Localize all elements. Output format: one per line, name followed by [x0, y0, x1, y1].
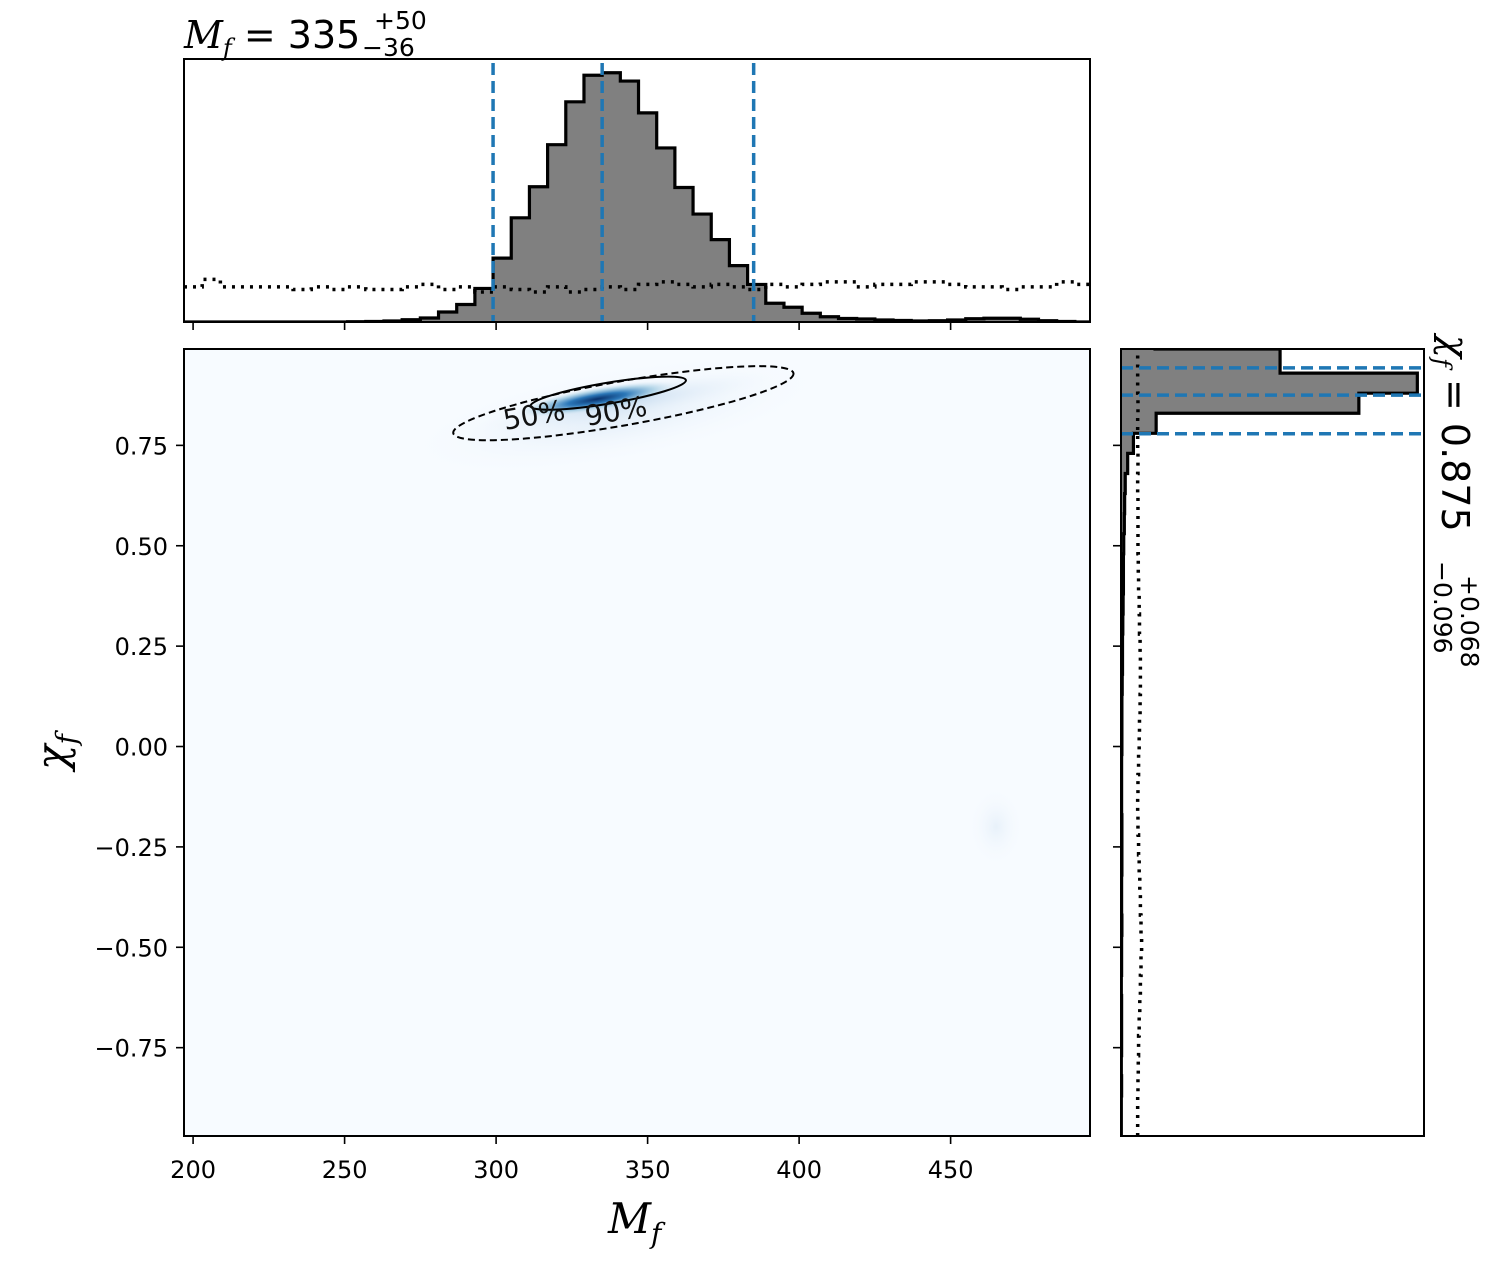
right-hist-bar	[1121, 373, 1418, 394]
top-hist-bar	[638, 112, 658, 322]
top-hist-bar	[983, 318, 1003, 322]
x-summary-minus: −36	[362, 33, 415, 62]
right-quantile-lines	[1121, 366, 1424, 436]
y-tick-label: −0.25	[94, 834, 168, 862]
joint-panel: 50% 90% 200 250 300 350 400 450 0.750.500.250…	[27, 348, 1091, 1250]
right-hist-bar	[1121, 393, 1359, 414]
y-summary-title: χf = 0.875+0.068−0.096	[1428, 332, 1484, 668]
heatmap-core	[515, 381, 679, 418]
top-hist-bar	[583, 75, 603, 322]
y-summary-minus: −0.096	[1428, 561, 1457, 654]
x-axis-label-sub: f	[649, 1217, 666, 1250]
x-summary-title: Mf = 335 +50 −36	[183, 6, 427, 62]
x-summary-symbol: M	[183, 13, 224, 57]
right-hist-bar	[1121, 473, 1126, 495]
top-hist-bar	[420, 317, 440, 322]
right-histogram-frame	[1121, 349, 1424, 1136]
x-tick-label: 450	[928, 1156, 974, 1184]
x-tick-label: 400	[776, 1156, 822, 1184]
right-y-ticks	[1113, 444, 1121, 1049]
y-axis-label-sub: f	[50, 730, 83, 747]
heatmap-smudge	[968, 786, 1025, 867]
y-tick-label: 0.50	[115, 533, 168, 561]
y-tick-label: −0.75	[94, 1035, 168, 1063]
top-hist-bar	[511, 217, 530, 322]
top-hist-bar	[783, 307, 803, 322]
top-hist-bar	[838, 318, 858, 322]
top-hist-bar	[529, 186, 549, 322]
x-summary-plus: +50	[374, 6, 427, 35]
top-hist-bar	[820, 316, 840, 322]
top-hist-bar	[456, 304, 476, 322]
top-hist-bar	[693, 214, 712, 322]
y-tick-label: 0.00	[115, 734, 168, 762]
x-summary-value: = 335	[232, 13, 361, 57]
right-histogram-panel: χf = 0.875+0.068−0.096	[1113, 332, 1484, 1137]
right-hist-prior-outline	[1135, 349, 1144, 1136]
top-histogram-bars	[184, 71, 1090, 322]
top-hist-bar	[765, 303, 785, 322]
joint-background	[184, 349, 1090, 1136]
top-hist-bar	[620, 81, 640, 322]
y-summary-value: = 0.875	[1433, 367, 1477, 532]
y-axis-label: χf	[27, 730, 83, 773]
top-hist-bar	[802, 313, 821, 322]
x-tick-label: 300	[473, 1156, 519, 1184]
top-hist-bar	[711, 239, 730, 322]
y-tick-label: 0.75	[115, 432, 168, 460]
top-hist-bar	[674, 187, 694, 322]
joint-heatmap	[402, 354, 1025, 867]
x-tick-label: 200	[170, 1156, 216, 1184]
right-hist-bar	[1121, 349, 1281, 374]
joint-x-ticks: 200 250 300 350 400 450	[170, 1136, 974, 1184]
y-summary-plus: +0.068	[1455, 575, 1484, 668]
top-hist-bar	[493, 258, 512, 322]
top-hist-bar	[602, 72, 621, 322]
joint-contours	[452, 365, 795, 442]
y-tick-label: −0.50	[94, 934, 168, 962]
top-hist-bar	[438, 311, 458, 322]
top-hist-bar	[547, 144, 567, 322]
x-tick-label: 250	[322, 1156, 368, 1184]
right-hist-bar	[1121, 493, 1125, 515]
right-hist-bar	[1121, 413, 1157, 434]
top-histogram-panel: Mf = 335 +50 −36	[183, 6, 1091, 330]
top-x-ticks	[192, 322, 952, 330]
x-tick-label: 350	[625, 1156, 671, 1184]
top-hist-bar	[1002, 318, 1021, 322]
top-hist-bar	[565, 101, 585, 322]
right-hist-bar	[1121, 453, 1128, 474]
right-hist-bar	[1121, 513, 1125, 535]
top-quantile-lines	[491, 63, 756, 322]
top-hist-bar	[747, 284, 767, 322]
y-summary-symbol: χ	[1433, 332, 1477, 360]
contour-50	[529, 375, 687, 411]
x-axis-label: Mf	[607, 1194, 666, 1250]
y-tick-label: 0.25	[115, 633, 168, 661]
top-hist-bar	[474, 288, 494, 322]
top-hist-posterior-outline	[184, 71, 1090, 322]
joint-y-ticks: 0.75 0.50 0.25 0.00 −0.25 −0.50 −0.75	[94, 432, 184, 1063]
right-hist-bar	[1121, 433, 1134, 454]
top-hist-bar	[729, 265, 749, 322]
top-hist-bar	[965, 318, 985, 322]
top-hist-bar	[656, 147, 676, 322]
